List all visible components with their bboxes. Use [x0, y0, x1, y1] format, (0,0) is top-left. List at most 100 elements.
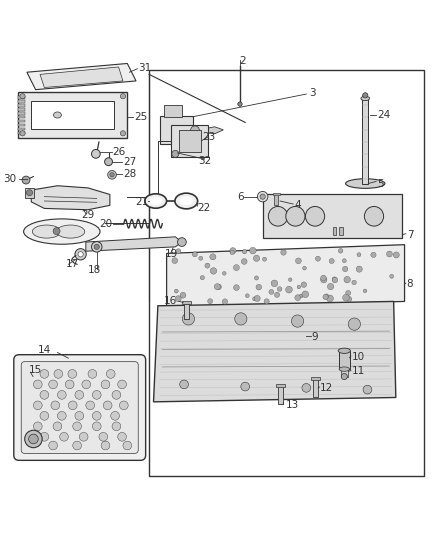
Circle shape — [57, 391, 66, 399]
Bar — [273, 193, 280, 195]
Circle shape — [315, 256, 321, 261]
Polygon shape — [86, 237, 182, 251]
Text: 11: 11 — [352, 366, 365, 376]
Bar — [332, 227, 336, 235]
Circle shape — [110, 173, 114, 177]
Polygon shape — [166, 245, 405, 308]
Circle shape — [222, 299, 228, 304]
Ellipse shape — [338, 348, 350, 353]
Bar — [275, 195, 278, 205]
Ellipse shape — [53, 112, 61, 118]
Circle shape — [321, 275, 326, 281]
Circle shape — [223, 271, 226, 275]
Text: 8: 8 — [407, 279, 413, 289]
Polygon shape — [153, 302, 396, 402]
Bar — [341, 369, 348, 376]
Ellipse shape — [32, 225, 61, 238]
Circle shape — [49, 441, 57, 450]
Ellipse shape — [339, 367, 350, 372]
Circle shape — [60, 432, 68, 441]
Circle shape — [271, 280, 278, 287]
Circle shape — [54, 369, 63, 378]
Circle shape — [253, 297, 257, 301]
Circle shape — [191, 126, 199, 135]
Circle shape — [235, 313, 247, 325]
Circle shape — [99, 432, 108, 441]
Circle shape — [92, 422, 101, 431]
Text: 26: 26 — [113, 147, 126, 157]
Ellipse shape — [24, 219, 100, 244]
Text: 30: 30 — [3, 174, 16, 184]
Circle shape — [343, 259, 346, 263]
Polygon shape — [31, 185, 110, 210]
Circle shape — [230, 251, 234, 255]
Text: 3: 3 — [309, 88, 315, 98]
Bar — [18, 124, 25, 126]
Ellipse shape — [175, 193, 198, 209]
Text: 13: 13 — [286, 400, 299, 410]
Text: 12: 12 — [320, 383, 334, 393]
Text: 31: 31 — [138, 63, 152, 73]
Bar — [263, 195, 403, 238]
Circle shape — [254, 255, 260, 262]
Circle shape — [260, 194, 265, 199]
Bar — [276, 384, 285, 387]
Circle shape — [28, 434, 38, 444]
Ellipse shape — [149, 197, 162, 205]
Circle shape — [75, 391, 84, 399]
Text: 14: 14 — [38, 345, 51, 356]
Circle shape — [254, 276, 258, 280]
Text: 27: 27 — [123, 157, 136, 167]
Circle shape — [241, 259, 247, 264]
Circle shape — [208, 298, 213, 304]
Text: 25: 25 — [134, 112, 147, 122]
Circle shape — [199, 256, 203, 260]
Polygon shape — [40, 67, 123, 87]
Text: 28: 28 — [123, 168, 136, 179]
Ellipse shape — [361, 96, 370, 101]
Circle shape — [112, 422, 121, 431]
Circle shape — [40, 369, 49, 378]
Text: 10: 10 — [352, 352, 365, 362]
Circle shape — [338, 248, 343, 253]
Circle shape — [78, 252, 83, 257]
Bar — [18, 104, 25, 107]
Text: 15: 15 — [29, 366, 42, 375]
Circle shape — [356, 266, 362, 272]
Bar — [279, 386, 283, 403]
Circle shape — [341, 374, 347, 379]
Circle shape — [241, 382, 250, 391]
Bar — [362, 99, 368, 183]
Circle shape — [233, 285, 239, 290]
Bar — [18, 116, 25, 118]
Circle shape — [289, 278, 292, 281]
Text: 18: 18 — [88, 265, 101, 275]
Circle shape — [75, 411, 84, 420]
Circle shape — [82, 380, 91, 389]
Circle shape — [120, 131, 126, 136]
Text: 23: 23 — [202, 132, 215, 142]
Circle shape — [105, 158, 113, 166]
Circle shape — [92, 391, 101, 399]
Circle shape — [65, 380, 74, 389]
Circle shape — [332, 277, 338, 283]
Circle shape — [230, 248, 236, 254]
Text: 19: 19 — [164, 249, 177, 259]
Circle shape — [301, 282, 307, 287]
Circle shape — [40, 411, 49, 420]
Polygon shape — [27, 63, 136, 90]
Circle shape — [302, 291, 309, 297]
Circle shape — [20, 94, 25, 99]
Text: 4: 4 — [294, 200, 301, 211]
Bar — [18, 92, 127, 138]
Bar — [149, 70, 424, 476]
Text: 20: 20 — [99, 219, 112, 229]
Ellipse shape — [286, 206, 305, 226]
Circle shape — [101, 380, 110, 389]
Circle shape — [26, 190, 32, 196]
Circle shape — [103, 401, 112, 410]
Circle shape — [112, 391, 121, 399]
Circle shape — [53, 422, 62, 431]
Circle shape — [101, 441, 110, 450]
Bar — [18, 132, 25, 134]
